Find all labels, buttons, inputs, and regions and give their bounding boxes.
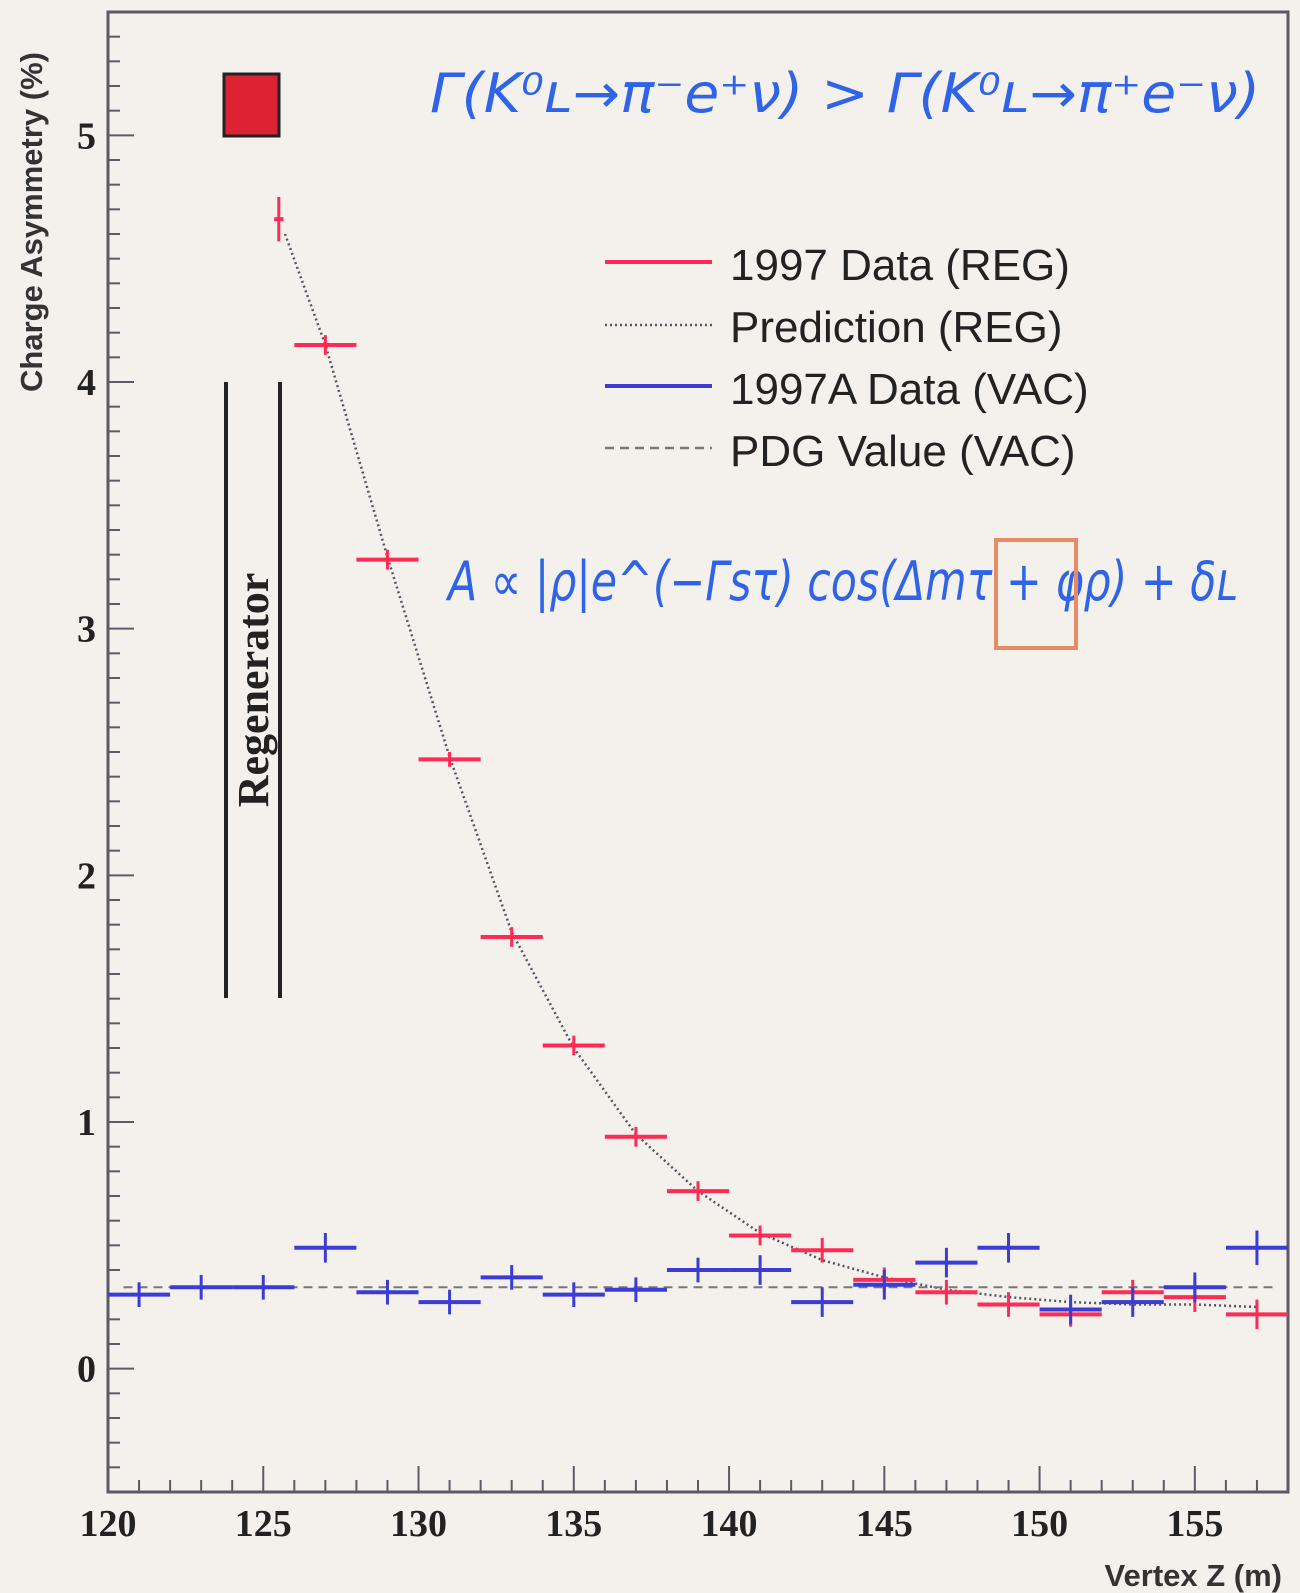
- series-points: [108, 197, 1288, 1330]
- vac-data-point: [170, 1274, 233, 1300]
- handwritten-asymmetry-formula: A ∝ |ρ|e^(−Γsτ) cos(Δmτ + φρ) + δʟ: [446, 550, 1238, 613]
- legend-entry-vac-data: 1997A Data (VAC): [730, 365, 1089, 414]
- vac-data-point: [1163, 1272, 1226, 1303]
- x-tick-label: 155: [1166, 1503, 1223, 1545]
- x-axis-label: Vertex Z (m): [1105, 1558, 1282, 1593]
- reg-data-point: [1225, 1299, 1288, 1330]
- reg-data-point: [915, 1279, 978, 1305]
- vac-data-point: [666, 1257, 730, 1283]
- reg-data-point: [274, 197, 284, 242]
- vac-data-point: [915, 1247, 978, 1278]
- vac-data-point: [232, 1274, 295, 1300]
- reg-data-point: [604, 1126, 667, 1147]
- vac-data-point: [294, 1233, 357, 1263]
- vac-data-point: [1225, 1230, 1288, 1266]
- x-tick-label: 130: [390, 1503, 447, 1545]
- vac-data-point: [356, 1279, 419, 1305]
- handwritten-decay-rate-annotation: Γ(K⁰ʟ→π⁻e⁺ν) > Γ(K⁰ʟ→π⁺e⁻ν): [430, 62, 1260, 125]
- vac-data-point: [791, 1287, 854, 1317]
- reg-data-point: [356, 549, 419, 570]
- y-tick-label: 4: [77, 362, 96, 404]
- vac-data-point: [1101, 1287, 1164, 1317]
- reg-data-point: [977, 1292, 1040, 1317]
- y-tick-label: 2: [77, 855, 96, 897]
- y-tick-label: 1: [77, 1102, 96, 1144]
- legend-entry-reg-data: 1997 Data (REG): [730, 241, 1070, 290]
- reg-data-point: [729, 1225, 792, 1246]
- y-tick-label: 3: [77, 609, 96, 651]
- legend-entry-pdg: PDG Value (VAC): [730, 427, 1076, 476]
- vac-data-point: [729, 1255, 792, 1285]
- vac-data-point: [604, 1277, 667, 1303]
- vac-data-point: [480, 1265, 543, 1290]
- axis-ticks: [107, 11, 1289, 1493]
- reg-data-point: [542, 1035, 605, 1056]
- x-tick-label: 140: [701, 1503, 758, 1545]
- x-tick-label: 135: [545, 1503, 602, 1545]
- x-tick-label: 120: [80, 1503, 137, 1545]
- axis-tick-labels: 120 125 130 135 140 145 150 155 0 1 2 3 4 5: [77, 115, 1223, 1545]
- x-tick-label: 125: [235, 1503, 292, 1545]
- vac-data-point: [418, 1289, 481, 1315]
- regenerator-block: [222, 72, 281, 138]
- regenerator-marker: Regenerator: [222, 72, 282, 998]
- vac-data-point: [542, 1282, 605, 1307]
- phase-highlight-box: [994, 538, 1078, 650]
- vac-data-point: [108, 1282, 171, 1307]
- vac-data-point: [1039, 1294, 1102, 1325]
- x-tick-label: 145: [856, 1503, 913, 1545]
- y-tick-label: 5: [77, 115, 96, 157]
- reg-data-point: [666, 1181, 730, 1201]
- legend-entry-prediction: Prediction (REG): [730, 303, 1063, 352]
- vac-data-point: [853, 1270, 916, 1300]
- legend: 1997 Data (REG) Prediction (REG) 1997A D…: [605, 241, 1089, 476]
- y-axis-label: Charge Asymmetry (%): [14, 52, 49, 392]
- reg-data-point: [294, 335, 357, 355]
- reg-data-point: [791, 1237, 854, 1263]
- y-tick-label: 0: [77, 1349, 96, 1391]
- reg-data-point: [480, 927, 543, 947]
- vac-data-point: [977, 1233, 1040, 1263]
- x-tick-label: 150: [1011, 1503, 1068, 1545]
- reg-data-point: [418, 752, 481, 767]
- regenerator-label: Regenerator: [229, 573, 278, 808]
